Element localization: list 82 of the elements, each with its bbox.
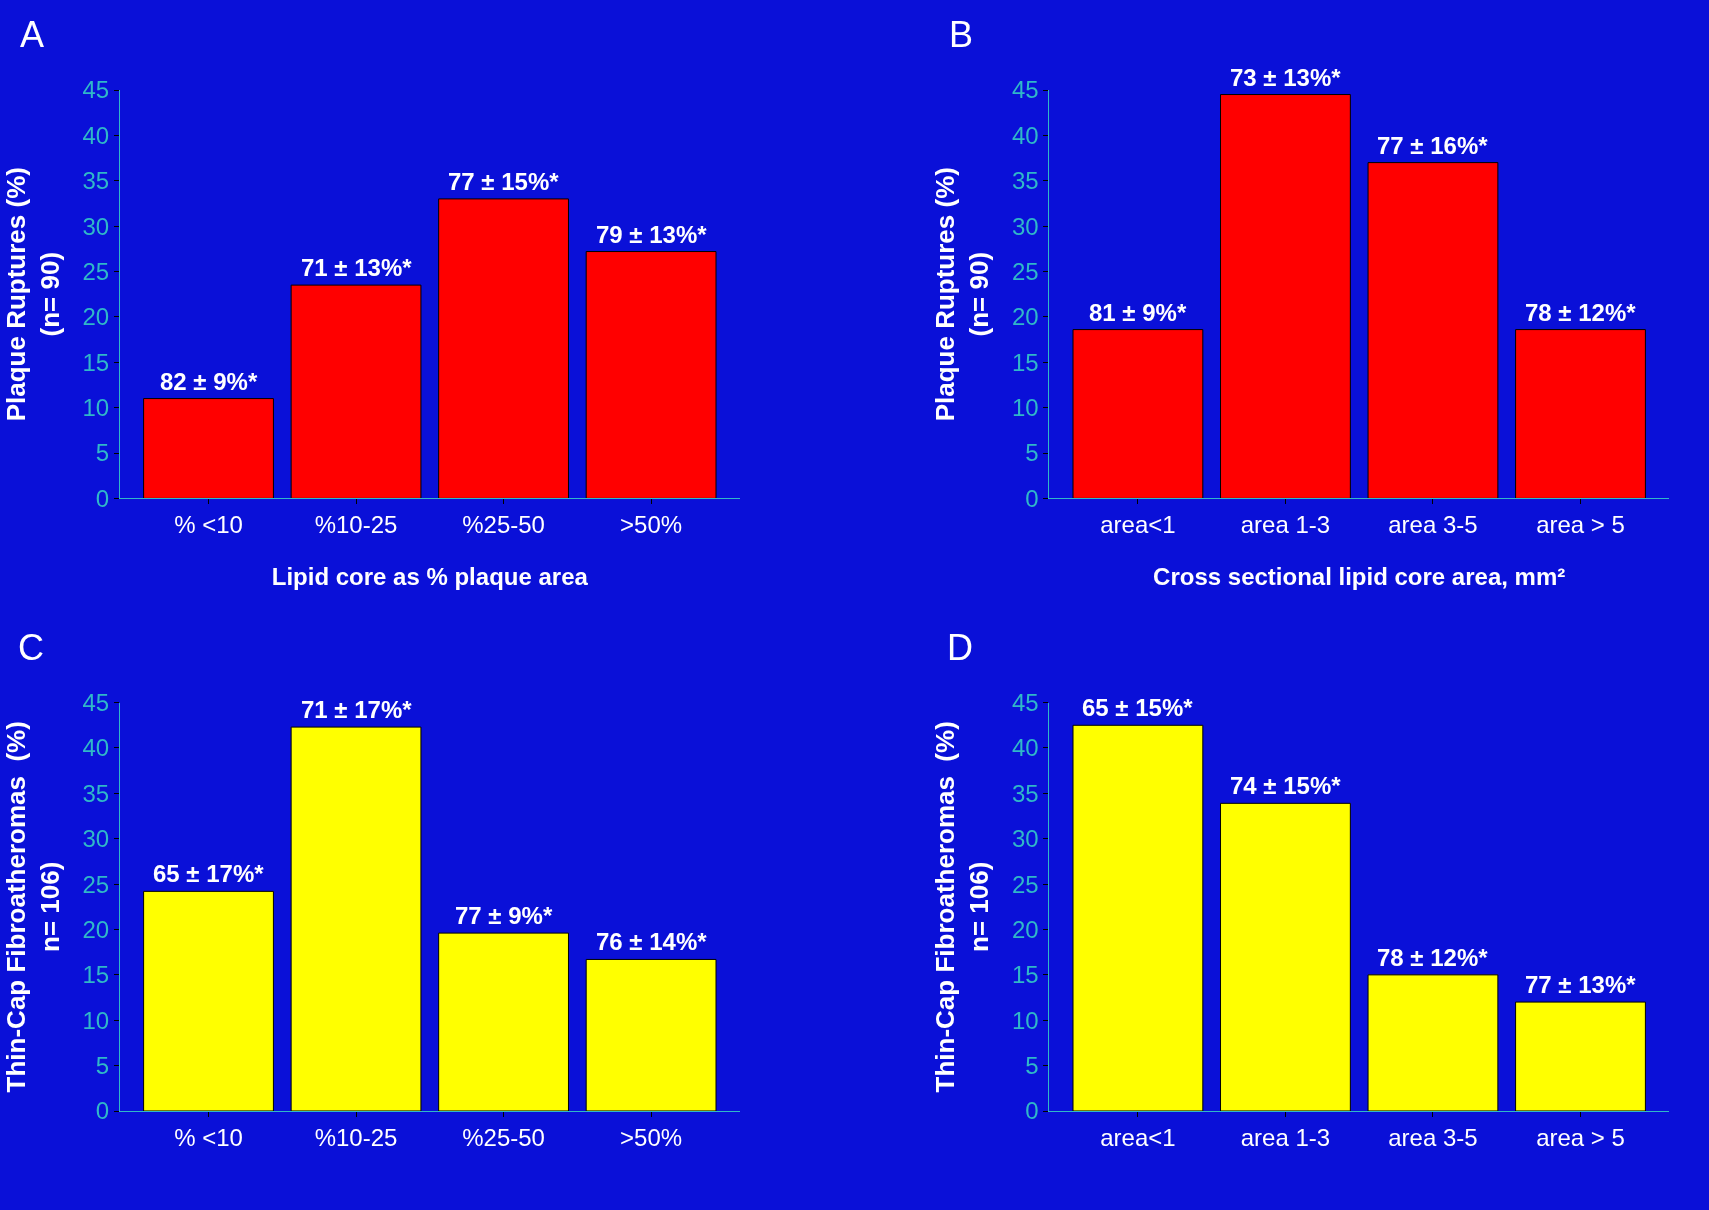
x-tick-label: % <10 — [174, 511, 243, 539]
x-tick-label: area 1-3 — [1240, 1123, 1331, 1151]
x-tick-label: area<1 — [1100, 1123, 1176, 1151]
y-tick-label: 45 — [1011, 689, 1039, 716]
y-tick-label: 20 — [1011, 303, 1039, 331]
y-tick-label: 0 — [1025, 484, 1039, 512]
x-tick-label: area<1 — [1100, 511, 1176, 539]
y-axis-title: Thin-Cap Fibroatheromas (%) n= 106) — [1, 721, 65, 1093]
x-tick-label: >50% — [620, 511, 683, 539]
y-tick-label: 40 — [1011, 121, 1039, 149]
y-tick-label: 45 — [82, 689, 110, 716]
y-tick-label: 0 — [95, 484, 110, 512]
y-tick-label: 40 — [1011, 734, 1039, 762]
annotation: 77 ± 16%* — [1377, 132, 1489, 159]
y-tick-label: 0 — [95, 1097, 110, 1125]
x-tick-label: area 3-5 — [1388, 1123, 1478, 1151]
annotation: 76 ± 14%* — [596, 928, 708, 955]
y-tick-label: 5 — [95, 439, 110, 467]
y-tick-label: 40 — [82, 734, 110, 762]
x-tick-label: %10-25 — [314, 1123, 398, 1151]
annotation: 73 ± 13%* — [1230, 64, 1342, 91]
y-tick-label: 45 — [1011, 76, 1039, 104]
y-tick-label: 25 — [82, 870, 110, 898]
y-tick-label: 30 — [1011, 212, 1039, 240]
annotation: 77 ± 15%* — [448, 168, 560, 195]
chart-title: C — [18, 627, 44, 668]
chart-title: B — [949, 14, 974, 55]
y-tick-label: 35 — [82, 779, 110, 807]
y-tick-label: 20 — [1011, 915, 1039, 943]
chart-title: D — [947, 627, 973, 668]
annotation: 78 ± 12%* — [1377, 944, 1489, 971]
x-axis-title: Lipid core as % plaque area — [271, 562, 589, 590]
x-tick-label: >50% — [620, 1123, 683, 1151]
y-tick-label: 35 — [82, 167, 110, 195]
x-tick-label: area 3-5 — [1388, 511, 1478, 539]
y-tick-label: 25 — [82, 257, 110, 285]
y-tick-label: 20 — [82, 915, 110, 943]
y-tick-label: 10 — [1011, 394, 1039, 422]
x-tick-label: area 1-3 — [1240, 511, 1331, 539]
x-tick-label: %25-50 — [462, 511, 545, 539]
y-axis-title: Thin-Cap Fibroatheromas (%) n= 106) — [930, 721, 995, 1093]
x-axis-title: Cross sectional lipid core area, mm² — [1153, 562, 1566, 590]
annotation: 65 ± 17%* — [153, 860, 265, 887]
y-tick-label: 35 — [1011, 779, 1039, 807]
annotation: 65 ± 15%* — [1082, 694, 1194, 721]
y-tick-label: 20 — [82, 303, 110, 331]
y-tick-label: 5 — [1025, 1052, 1039, 1080]
annotation: 81 ± 9%* — [1089, 299, 1187, 326]
x-tick-label: area > 5 — [1536, 511, 1625, 539]
y-axis-title: Plaque Ruptures (%) (n= 90) — [1, 167, 65, 422]
y-axis-title: Plaque Ruptures (%) (n= 90) — [930, 167, 995, 422]
y-tick-label: 25 — [1011, 870, 1039, 898]
annotation: 71 ± 17%* — [301, 696, 413, 723]
annotation: 77 ± 13%* — [1525, 971, 1637, 998]
y-tick-label: 10 — [82, 394, 110, 422]
annotation: 74 ± 15%* — [1230, 772, 1342, 799]
y-tick-label: 5 — [95, 1052, 110, 1080]
x-tick-label: %25-50 — [462, 1123, 545, 1151]
annotation: 79 ± 13%* — [596, 221, 708, 248]
annotation: 71 ± 13%* — [301, 254, 413, 281]
annotation: 78 ± 12%* — [1525, 299, 1637, 326]
x-tick-label: % <10 — [174, 1123, 243, 1151]
y-tick-label: 15 — [82, 348, 110, 376]
y-tick-label: 0 — [1025, 1097, 1039, 1125]
x-tick-label: %10-25 — [314, 511, 398, 539]
annotation: 77 ± 9%* — [455, 902, 553, 929]
y-tick-label: 30 — [82, 212, 110, 240]
y-tick-label: 30 — [1011, 825, 1039, 853]
y-tick-label: 25 — [1011, 257, 1039, 285]
y-tick-label: 40 — [82, 121, 110, 149]
x-tick-label: area > 5 — [1536, 1123, 1625, 1151]
chart-title: A — [20, 14, 45, 55]
y-tick-label: 5 — [1025, 439, 1039, 467]
y-tick-label: 15 — [1011, 961, 1039, 989]
y-tick-label: 15 — [1011, 348, 1039, 376]
y-tick-label: 10 — [82, 1006, 110, 1034]
y-tick-label: 45 — [82, 76, 110, 104]
y-tick-label: 10 — [1011, 1006, 1039, 1034]
annotation: 82 ± 9%* — [160, 368, 258, 395]
y-tick-label: 35 — [1011, 167, 1039, 195]
y-tick-label: 30 — [82, 825, 110, 853]
y-tick-label: 15 — [82, 961, 110, 989]
